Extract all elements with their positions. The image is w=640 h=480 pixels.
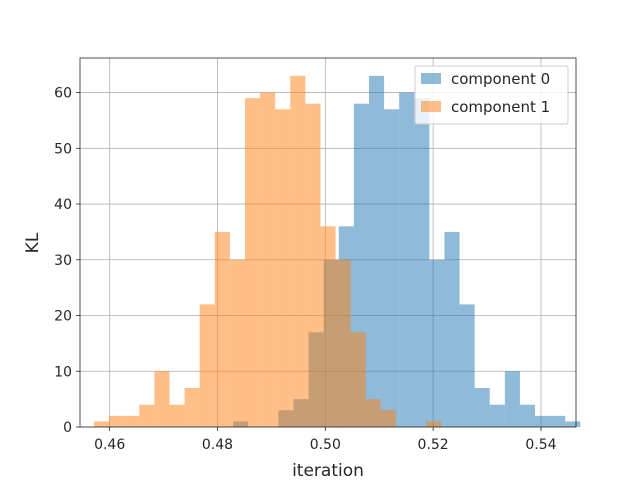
x-tick-label: 0.54 (525, 437, 556, 453)
ticks-layer: 0.46 0.48 0.50 0.52 0.54 0 10 20 30 40 50 60 (54, 86, 556, 453)
histogram-bar-component-1 (365, 399, 381, 427)
y-tick-label: 50 (54, 141, 72, 157)
histogram-bar-component-1 (260, 92, 276, 428)
histogram-bar-component-1 (335, 259, 351, 427)
x-tick-label: 0.52 (418, 437, 449, 453)
histogram-bar-component-1 (229, 259, 245, 427)
histogram-bar-component-0 (474, 387, 490, 427)
histogram-bar-component-0 (535, 415, 551, 427)
y-tick-label: 0 (63, 420, 72, 436)
histogram-bar-component-1 (94, 421, 110, 427)
x-tick-label: 0.46 (94, 437, 125, 453)
histogram-bar-component-0 (444, 231, 460, 427)
histogram-bar-component-1 (169, 404, 185, 427)
histogram-bar-component-0 (504, 371, 520, 427)
histogram-bar-component-0 (489, 404, 505, 427)
plot-frame (79, 57, 577, 428)
histogram-bar-component-1 (199, 304, 215, 427)
x-tick-label: 0.50 (310, 437, 341, 453)
histogram-bar-component-0 (519, 404, 536, 427)
histogram-bar-component-0 (384, 109, 400, 427)
y-tick-label: 60 (54, 86, 72, 102)
histogram-bar-component-1 (139, 404, 155, 427)
histogram-bar-component-0 (399, 92, 415, 428)
legend-box (414, 65, 569, 125)
legend: component 0 component 1 (414, 65, 569, 125)
histogram-bar-component-0 (429, 259, 445, 427)
y-axis-title: KL (23, 232, 43, 253)
y-tick-label: 10 (54, 364, 72, 380)
histogram-bar-component-1 (275, 109, 291, 427)
histogram-bar-component-1 (320, 226, 336, 427)
legend-label-component-0: component 0 (451, 70, 550, 88)
histogram-bar-component-0 (565, 421, 581, 427)
y-tick-label: 40 (54, 197, 72, 213)
histogram-bar-component-0 (414, 98, 430, 427)
legend-swatch-component-0 (421, 73, 441, 84)
histogram-bar-component-1 (214, 231, 230, 427)
histogram-bar-component-1 (426, 421, 442, 427)
legend-swatch-component-1 (421, 101, 441, 112)
histogram-bar-component-0 (368, 75, 385, 428)
histogram-bar-component-1 (109, 415, 125, 427)
histogram-bar-component-1 (380, 410, 396, 427)
histogram-bar-component-1 (244, 98, 261, 427)
histogram-bar-component-0 (550, 415, 566, 427)
histogram-bar-component-1 (184, 387, 200, 427)
histogram-bar-component-1 (305, 103, 321, 428)
histogram-bar-component-1 (124, 415, 140, 427)
legend-label-component-1: component 1 (451, 98, 550, 116)
y-tick-label: 20 (54, 309, 72, 325)
x-axis-title: iteration (292, 461, 364, 480)
bars-layer (94, 75, 581, 428)
x-tick-label: 0.48 (202, 437, 233, 453)
histogram-bar-component-1 (350, 332, 366, 427)
y-tick-label: 30 (54, 253, 72, 269)
histogram-bar-component-1 (154, 371, 170, 427)
histogram-bar-component-1 (290, 75, 306, 428)
histogram-bar-component-0 (459, 304, 475, 427)
